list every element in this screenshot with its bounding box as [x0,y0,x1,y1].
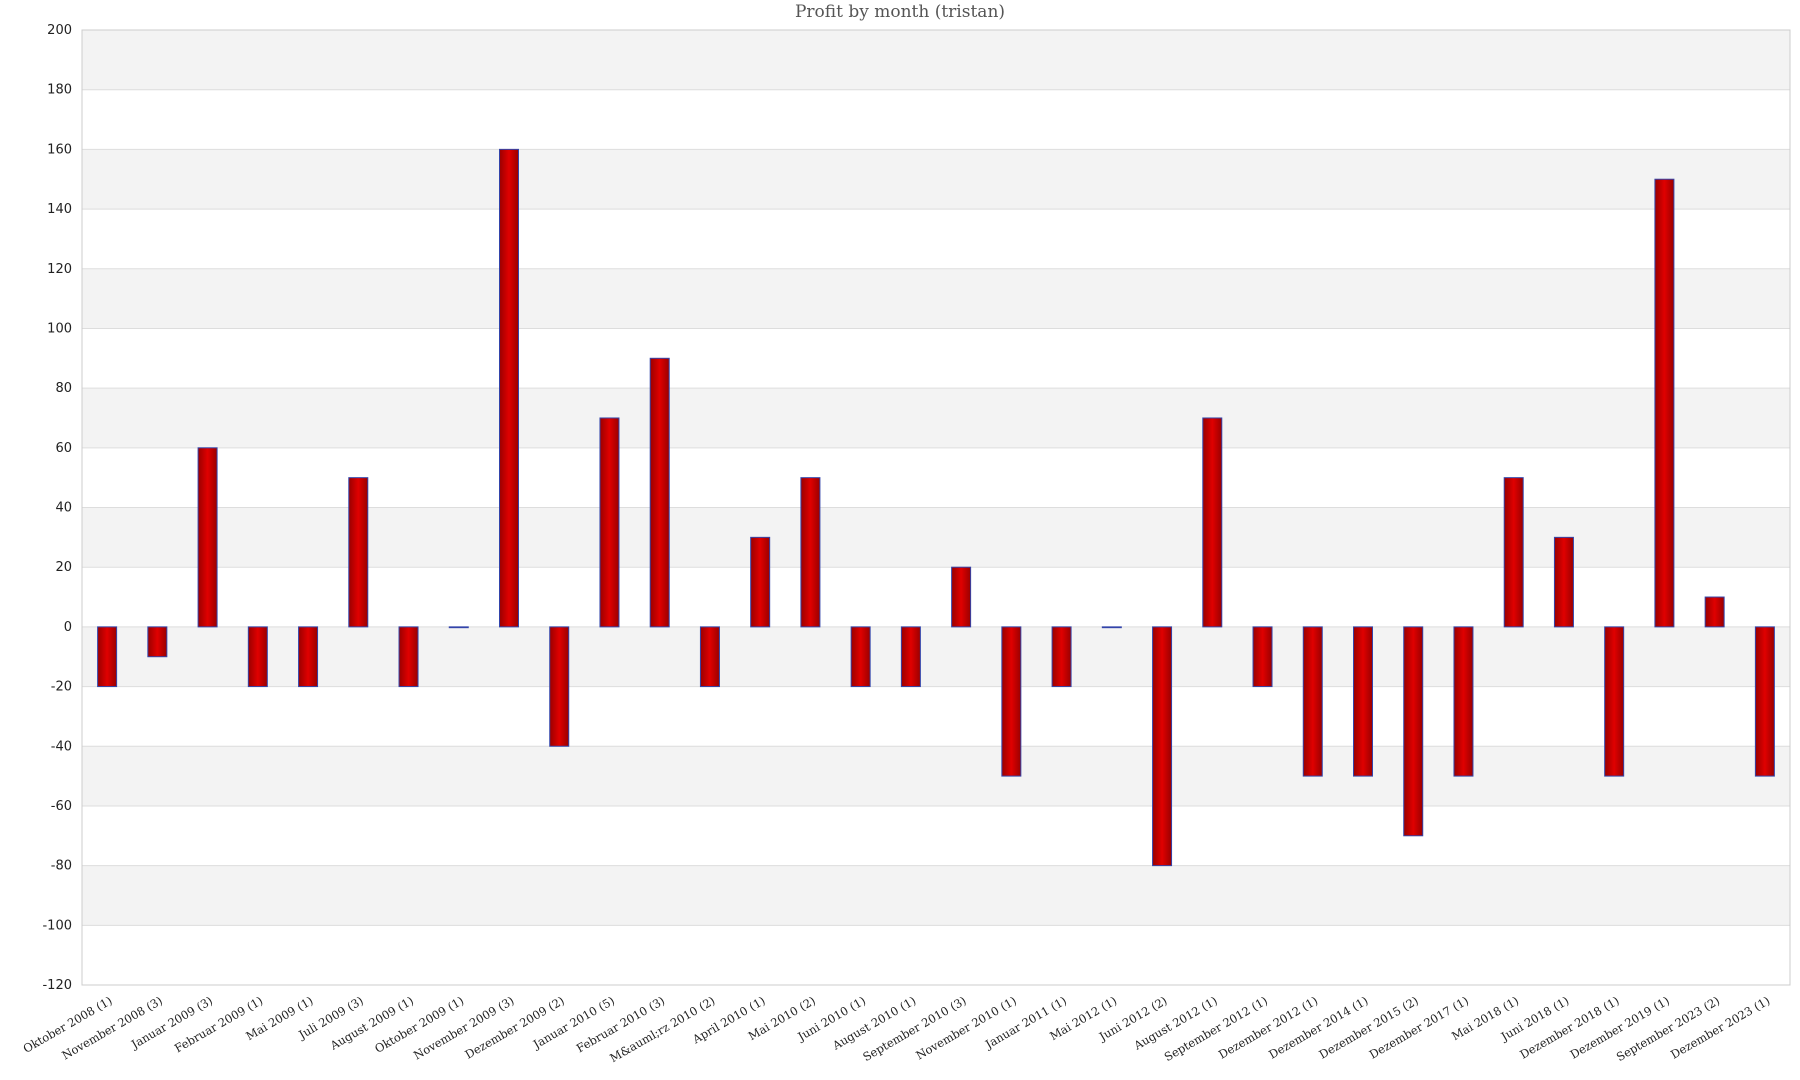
bar [850,626,871,688]
grid-band [82,328,1790,389]
bar [448,626,469,629]
y-tick-label: -20 [51,680,72,695]
grid-band [82,268,1790,329]
bar [1604,626,1625,777]
bar [599,417,620,628]
grid-band [82,686,1790,747]
grid-band [82,805,1790,866]
bar [1553,536,1574,628]
bar [549,626,570,747]
bar [1503,477,1524,628]
bar [951,566,972,628]
bar [197,447,218,628]
bar [1252,626,1273,688]
y-tick-label: -60 [51,799,72,814]
bar [1353,626,1373,777]
y-tick-label: -80 [51,859,72,874]
bar [900,626,921,688]
y-tick-label: 0 [64,620,72,635]
bar [750,536,771,628]
grid-band [82,746,1790,806]
bar [649,357,670,628]
bar [1302,626,1323,777]
grid-band [82,925,1790,985]
bar [1101,626,1122,629]
bar [1754,626,1775,777]
grid-band [82,447,1790,508]
grid-band [82,865,1790,926]
grid-band [82,209,1790,269]
y-tick-label: -100 [42,918,72,933]
y-tick-label: 120 [47,262,72,277]
y-tick-label: 180 [47,83,72,98]
y-tick-label: 200 [47,23,72,38]
y-tick-label: -120 [42,978,72,993]
chart-title: Profit by month (tristan) [794,2,1006,22]
bar [298,626,319,688]
grid-band [82,388,1790,448]
grid-band [82,567,1790,627]
y-tick-label: -40 [51,739,72,754]
bar [348,477,369,628]
bar [1051,626,1072,688]
bar [1152,626,1173,867]
bar [398,626,419,688]
bar [1453,626,1474,777]
bar [1403,626,1424,837]
y-tick-label: 40 [55,501,72,516]
y-tick-label: 80 [55,381,72,396]
bar [499,148,519,628]
bar [800,477,821,628]
y-tick-label: 20 [55,560,72,575]
y-tick-label: 160 [47,142,72,157]
bar [1654,178,1675,628]
bar [1202,417,1223,628]
y-tick-label: 60 [55,441,72,456]
grid-band [82,507,1790,568]
y-tick-label: 140 [47,202,72,217]
bar [1001,626,1022,777]
grid-band [82,89,1790,150]
y-tick-label: 100 [47,321,72,336]
bar [1704,596,1725,628]
bar [147,626,168,658]
grid-band [82,149,1790,210]
x-tick-label: Februar 2009 (1) [172,993,265,1055]
bar [97,626,118,688]
plot-frame [81,29,1791,986]
bar [247,626,268,688]
grid-band [82,626,1790,687]
grid-band [82,30,1790,90]
bar [699,626,720,688]
